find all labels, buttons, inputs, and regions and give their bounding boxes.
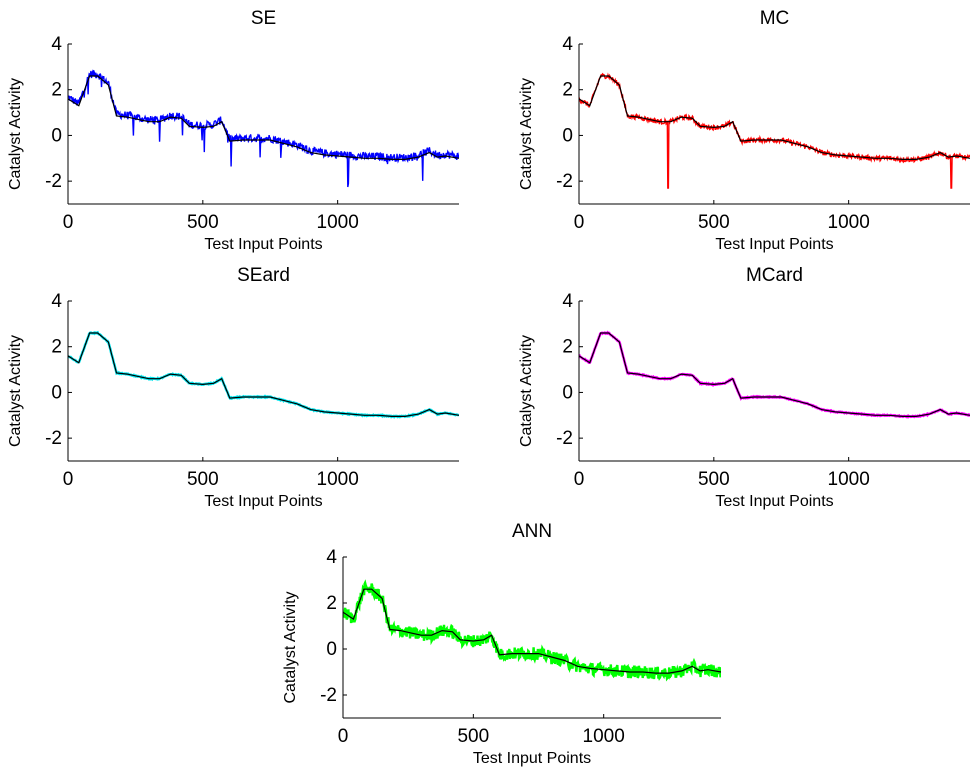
y-tick-label: 4 bbox=[326, 547, 337, 568]
y-tick-label: 2 bbox=[562, 80, 573, 101]
truth-line bbox=[579, 332, 970, 417]
x-tick-label: 500 bbox=[457, 726, 489, 747]
truth-line bbox=[343, 588, 721, 674]
y-tick-label: 2 bbox=[51, 337, 62, 358]
x-tick-label: 500 bbox=[698, 469, 730, 490]
truth-line bbox=[68, 332, 459, 417]
y-tick-label: -2 bbox=[45, 171, 62, 192]
y-tick-label: 2 bbox=[562, 337, 573, 358]
chart-title: SE bbox=[251, 8, 276, 29]
chart-title: MC bbox=[760, 8, 790, 29]
y-tick-label: 0 bbox=[562, 125, 573, 146]
x-tick-label: 1000 bbox=[828, 469, 870, 490]
y-tick-label: -2 bbox=[320, 685, 337, 706]
y-tick-label: 4 bbox=[562, 291, 573, 312]
y-tick-label: 4 bbox=[562, 34, 573, 55]
y-axis-label: Catalyst Activity bbox=[518, 78, 535, 190]
y-tick-label: -2 bbox=[556, 428, 573, 449]
x-tick-label: 0 bbox=[574, 469, 585, 490]
truth-line bbox=[579, 75, 970, 160]
prediction-line bbox=[68, 69, 459, 188]
y-tick-label: 4 bbox=[51, 291, 62, 312]
x-tick-label: 1000 bbox=[317, 212, 359, 233]
prediction-line bbox=[68, 330, 459, 419]
y-tick-label: 0 bbox=[51, 382, 62, 403]
x-tick-label: 1000 bbox=[583, 726, 625, 747]
truth-line bbox=[68, 75, 459, 160]
chart-title: SEard bbox=[237, 265, 290, 286]
y-tick-label: 2 bbox=[326, 593, 337, 614]
prediction-line bbox=[343, 579, 721, 682]
y-axis-label: Catalyst Activity bbox=[7, 335, 24, 447]
x-axis-label: Test Input Points bbox=[715, 493, 833, 510]
y-tick-label: -2 bbox=[556, 171, 573, 192]
y-tick-label: 0 bbox=[51, 125, 62, 146]
y-tick-label: 4 bbox=[51, 34, 62, 55]
x-tick-label: 0 bbox=[574, 212, 585, 233]
y-axis-label: Catalyst Activity bbox=[518, 335, 535, 447]
chart-title: ANN bbox=[512, 521, 552, 542]
y-tick-label: 2 bbox=[51, 80, 62, 101]
x-tick-label: 1000 bbox=[828, 212, 870, 233]
x-axis-label: Test Input Points bbox=[204, 236, 322, 253]
x-tick-label: 0 bbox=[63, 469, 74, 490]
y-tick-label: -2 bbox=[45, 428, 62, 449]
x-axis-label: Test Input Points bbox=[473, 750, 591, 767]
x-tick-label: 0 bbox=[63, 212, 74, 233]
chart-title: MCard bbox=[746, 265, 803, 286]
prediction-line bbox=[579, 330, 970, 419]
x-tick-label: 500 bbox=[187, 469, 219, 490]
y-axis-label: Catalyst Activity bbox=[282, 591, 299, 703]
x-tick-label: 0 bbox=[338, 726, 349, 747]
y-tick-label: 0 bbox=[562, 382, 573, 403]
x-tick-label: 500 bbox=[187, 212, 219, 233]
y-tick-label: 0 bbox=[326, 639, 337, 660]
x-axis-label: Test Input Points bbox=[204, 493, 322, 510]
x-tick-label: 500 bbox=[698, 212, 730, 233]
y-axis-label: Catalyst Activity bbox=[7, 78, 24, 190]
x-tick-label: 1000 bbox=[317, 469, 359, 490]
x-axis-label: Test Input Points bbox=[715, 236, 833, 253]
prediction-line bbox=[579, 72, 970, 189]
